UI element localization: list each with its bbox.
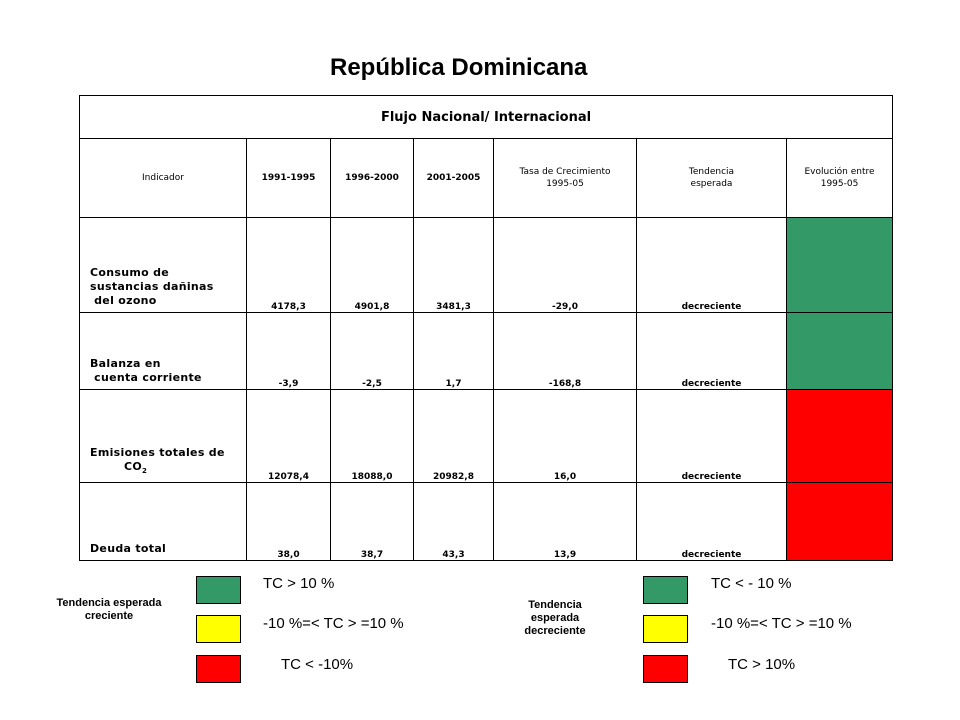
indicator-label-co2: CO2 — [90, 460, 246, 478]
value-2001-2005: 1,7 — [413, 312, 494, 390]
legend-creciente-label: Tendencia esperada creciente — [56, 597, 162, 622]
evolution-swatch — [785, 312, 894, 390]
expected-trend: decreciente — [636, 217, 787, 313]
value-2001-2005: 3481,3 — [413, 217, 494, 313]
legend-swatch — [643, 615, 688, 643]
value-1991-1995: 38,0 — [246, 482, 331, 561]
value-1991-1995: 12078,4 — [246, 389, 331, 483]
legend-text: TC > 10% — [728, 656, 796, 673]
indicator-label: cuenta corriente — [90, 371, 202, 384]
table-row: Deuda total 38,0 38,7 43,3 13,9 decrecie… — [79, 482, 894, 561]
evolution-swatch — [785, 217, 894, 313]
co2-subscript: 2 — [142, 467, 148, 475]
value-1996-2000: -2,5 — [330, 312, 414, 390]
indicator-label: sustancias dañinas — [90, 280, 214, 293]
indicator-label: Emisiones totales de — [90, 445, 225, 459]
col-header-1991-1995: 1991-1995 — [246, 138, 331, 218]
indicator-label: del ozono — [90, 294, 157, 307]
value-1996-2000: 4901,8 — [330, 217, 414, 313]
expected-trend: decreciente — [636, 482, 787, 561]
col-header-2001-2005: 2001-2005 — [413, 138, 494, 218]
col-header-1996-2000: 1996-2000 — [330, 138, 414, 218]
value-2001-2005: 20982,8 — [413, 389, 494, 483]
legend-decreciente-label: Tendencia esperada decreciente — [524, 599, 586, 637]
legend-swatch — [196, 576, 241, 604]
evolution-swatch — [785, 482, 894, 561]
value-1996-2000: 38,7 — [330, 482, 414, 561]
legend-swatch — [196, 615, 241, 643]
legend-swatch — [643, 655, 688, 683]
legend-text: TC < -10% — [281, 656, 354, 673]
indicator-label: Deuda total — [90, 542, 167, 555]
co2-text: CO — [124, 459, 143, 473]
col-header-evolucion: Evolución entre 1995-05 — [785, 138, 894, 218]
indicator-cell: Consumo de sustancias dañinas del ozono — [79, 217, 247, 313]
legend-swatch — [643, 576, 688, 604]
growth-rate: -168,8 — [493, 312, 637, 390]
legend-swatch — [196, 655, 241, 683]
value-1991-1995: -3,9 — [246, 312, 331, 390]
col-header-tasa: Tasa de Crecimiento 1995-05 — [493, 138, 637, 218]
legend-text: -10 %=< TC > =10 % — [263, 615, 404, 632]
page-title: República Dominicana — [330, 54, 588, 81]
table-row: Emisiones totales de CO2 12078,4 18088,0… — [79, 389, 894, 483]
indicator-cell: Emisiones totales de CO2 — [79, 389, 247, 483]
value-2001-2005: 43,3 — [413, 482, 494, 561]
indicators-table: Flujo Nacional/ Internacional Indicador … — [78, 95, 894, 561]
table-header: Flujo Nacional/ Internacional — [78, 95, 894, 139]
legend-text: TC < - 10 % — [711, 575, 792, 592]
evolution-swatch — [785, 389, 894, 483]
legend-text: TC > 10 % — [263, 575, 335, 592]
table-row: Consumo de sustancias dañinas del ozono … — [79, 217, 894, 313]
col-header-indicador: Indicador — [79, 138, 247, 218]
legend-text: -10 %=< TC > =10 % — [711, 615, 852, 632]
indicator-cell: Deuda total — [79, 482, 247, 561]
indicator-cell: Balanza en cuenta corriente — [79, 312, 247, 390]
col-header-tendencia: Tendencia esperada — [636, 138, 787, 218]
indicator-label: Balanza en — [90, 357, 161, 370]
expected-trend: decreciente — [636, 312, 787, 390]
column-headers: Indicador 1991-1995 1996-2000 2001-2005 … — [79, 138, 894, 218]
table-row: Balanza en cuenta corriente -3,9 -2,5 1,… — [79, 312, 894, 390]
value-1996-2000: 18088,0 — [330, 389, 414, 483]
growth-rate: -29,0 — [493, 217, 637, 313]
indicator-label: Consumo de — [90, 266, 170, 279]
value-1991-1995: 4178,3 — [246, 217, 331, 313]
growth-rate: 16,0 — [493, 389, 637, 483]
expected-trend: decreciente — [636, 389, 787, 483]
growth-rate: 13,9 — [493, 482, 637, 561]
